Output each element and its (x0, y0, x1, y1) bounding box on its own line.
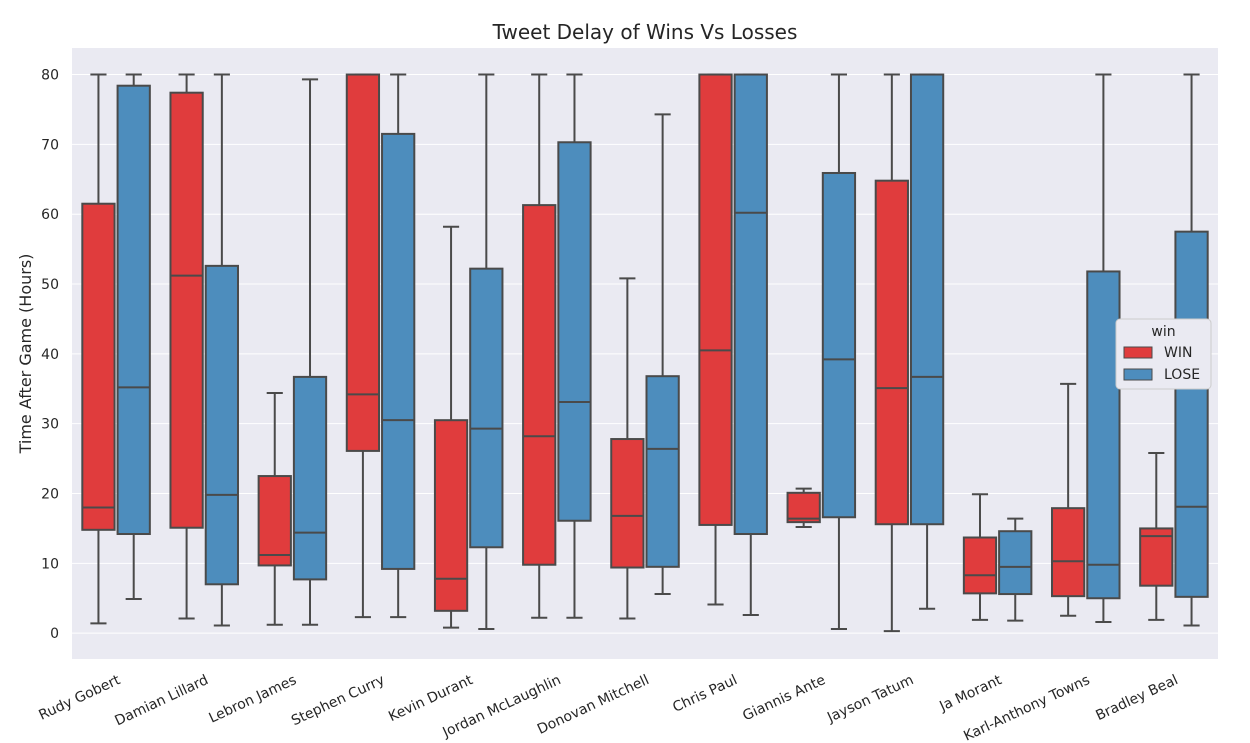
box-win-1 (169, 73, 204, 620)
box-body (962, 536, 998, 595)
legend-label-lose: LOSE (1164, 367, 1200, 383)
box-body (1051, 507, 1086, 598)
box-win-8 (786, 487, 821, 529)
box-body (169, 91, 204, 529)
y-axis-ticks: 0 10 20 30 40 50 60 70 80 (41, 68, 59, 643)
x-tick-label: Chris Paul (670, 672, 739, 716)
box-body (381, 132, 416, 570)
box-body (998, 530, 1033, 596)
x-tick-label: Stephen Curry (289, 672, 387, 729)
box-series (81, 73, 1209, 633)
box-lose-4 (469, 73, 504, 630)
box-body (557, 141, 592, 522)
y-axis-label: Time After Game (Hours) (16, 254, 35, 455)
legend-label-win: WIN (1164, 345, 1192, 361)
box-lose-1 (204, 73, 239, 627)
box-lose-8 (821, 73, 857, 630)
chart-title: Tweet Delay of Wins Vs Losses (492, 20, 798, 44)
legend-swatch-win (1123, 346, 1153, 359)
x-tick-label: Rudy Gobert (36, 672, 123, 724)
box-win-12 (1139, 452, 1174, 621)
x-tick-label: Bradley Beal (1093, 672, 1180, 724)
box-body (786, 491, 821, 524)
box-lose-7 (733, 73, 768, 617)
box-body (204, 264, 239, 586)
x-tick-label: Giannis Ante (740, 672, 828, 724)
box-lose-10 (998, 517, 1033, 622)
box-body (522, 204, 557, 566)
box-body (610, 438, 645, 569)
box-body (116, 84, 151, 536)
y-tick-label: 20 (41, 487, 59, 503)
legend: win WIN LOSE (1115, 318, 1212, 390)
box-body (733, 73, 768, 536)
box-win-4 (433, 225, 469, 629)
y-tick-label: 80 (41, 68, 59, 84)
box-lose-11 (1086, 73, 1121, 623)
box-body (433, 419, 469, 612)
box-win-5 (522, 73, 557, 619)
box-lose-5 (557, 73, 592, 619)
y-tick-label: 0 (50, 626, 59, 642)
box-win-10 (962, 493, 998, 621)
y-tick-label: 40 (41, 347, 59, 363)
box-lose-9 (909, 73, 945, 610)
y-tick-label: 10 (41, 556, 59, 572)
x-tick-label: Jayson Tatum (824, 672, 916, 726)
box-body (645, 375, 680, 568)
box-body (909, 73, 945, 526)
box-body (345, 73, 381, 452)
box-lose-6 (645, 113, 680, 596)
box-win-3 (345, 73, 381, 619)
y-tick-label: 50 (41, 277, 59, 293)
box-win-2 (257, 391, 292, 626)
box-lose-2 (292, 78, 328, 626)
box-lose-12 (1174, 73, 1209, 627)
box-win-9 (874, 73, 909, 633)
x-tick-label: Lebron James (207, 672, 300, 727)
box-body (257, 475, 292, 567)
box-body (874, 179, 909, 526)
legend-items: WIN LOSE (1123, 345, 1200, 383)
box-body (1174, 230, 1209, 598)
x-tick-label: Ja Morant (936, 672, 1004, 715)
y-tick-label: 60 (41, 207, 59, 223)
box-lose-0 (116, 73, 151, 600)
box-body (1086, 270, 1121, 600)
legend-swatch-lose (1123, 368, 1153, 381)
box-body (698, 73, 733, 526)
box-body (292, 375, 328, 581)
box-body (1139, 527, 1174, 587)
legend-title: win (1151, 324, 1175, 340)
y-tick-label: 30 (41, 417, 59, 433)
x-tick-label: Damian Lillard (112, 672, 211, 729)
y-tick-label: 70 (41, 137, 59, 153)
box-win-7 (698, 73, 733, 606)
box-body (81, 202, 116, 531)
box-body (469, 267, 504, 549)
box-win-0 (81, 73, 116, 625)
box-lose-3 (381, 73, 416, 619)
box-body (821, 171, 857, 519)
box-win-11 (1051, 382, 1086, 617)
box-win-6 (610, 277, 645, 620)
